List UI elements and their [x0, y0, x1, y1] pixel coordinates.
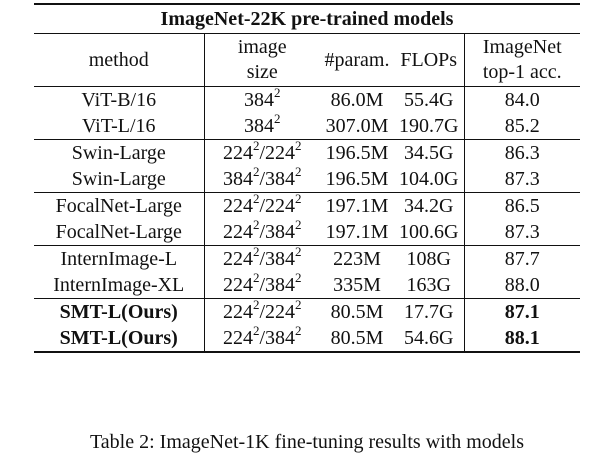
table-caption: Table 2: ImageNet-1K fine-tuning results…: [89, 431, 525, 453]
cell-params: 80.5M: [320, 298, 394, 325]
cell-accuracy: 87.1: [464, 298, 581, 325]
table-title: ImageNet-22K pre-trained models: [34, 3, 581, 34]
results-table: ImageNet-22K pre-trained models method i…: [34, 3, 581, 353]
cell-params: 223M: [320, 245, 394, 272]
cell-flops: 163G: [394, 272, 465, 299]
cell-accuracy: 86.3: [464, 139, 581, 166]
header-accuracy: ImageNet top-1 acc.: [464, 33, 581, 87]
cell-accuracy: 87.3: [504, 168, 540, 190]
cell-image-size: 3842: [244, 85, 281, 111]
cell-image-size: 2242/3842: [222, 270, 302, 296]
cell-accuracy: 84.0: [504, 89, 540, 111]
table-row: ViT-B/16 3842 86.0M 55.4G 84.0: [34, 85, 580, 113]
results-table-wrapper: ImageNet-22K pre-trained models method i…: [34, 3, 581, 353]
header-params: #param.: [320, 33, 394, 87]
table-row: InternImage-L 2242/3842 223M 108G 87.7: [34, 245, 581, 272]
cell-flops: 17.7G: [394, 298, 465, 325]
cell-image-size: 3842/3842: [222, 164, 302, 190]
cell-flops: 190.7G: [394, 113, 465, 140]
cell-flops: 55.4G: [394, 86, 465, 113]
cell-method: ViT-L/16: [34, 113, 205, 140]
cell-method: FocalNet-Large: [34, 219, 205, 246]
cell-params: 196.5M: [325, 168, 389, 190]
cell-method: FocalNet-Large: [34, 192, 205, 219]
cell-flops: 54.6G: [394, 325, 465, 353]
cell-accuracy: 88.0: [504, 274, 540, 296]
cell-image-size: 2242/2242: [204, 192, 320, 219]
table-row: FocalNet-Large 2242/2242 197.1M 34.2G 86.5: [34, 192, 581, 219]
cell-method: Swin-Large: [34, 166, 205, 193]
cell-accuracy: 86.5: [464, 192, 581, 219]
cell-method: Swin-Large: [34, 139, 205, 166]
cell-image-size: 2242/3842: [222, 217, 302, 243]
cell-image-size: 2242/3842: [204, 324, 320, 353]
table-row: SMT-L(Ours) 2242/3842 80.5M 54.6G 88.1: [34, 324, 581, 353]
cell-accuracy: 87.3: [504, 221, 540, 243]
cell-flops: 100.6G: [394, 219, 465, 246]
cell-params: 86.0M: [330, 89, 384, 111]
cell-method: SMT-L(Ours): [34, 298, 205, 325]
table-row: InternImage-XL 2242/3842 335M 163G 88.0: [34, 270, 580, 299]
header-method: method: [34, 33, 205, 87]
table-row: Swin-Large 2242/2242 196.5M 34.5G 86.3: [34, 139, 581, 166]
table-row: SMT-L(Ours) 2242/2242 80.5M 17.7G 87.1: [34, 298, 581, 325]
cell-flops: 34.2G: [394, 192, 465, 219]
cell-accuracy: 88.1: [464, 325, 581, 353]
cell-accuracy: 85.2: [504, 115, 540, 137]
cell-image-size: 2242/2242: [204, 298, 320, 325]
cell-flops: 104.0G: [394, 166, 465, 193]
cell-image-size: 3842: [244, 111, 281, 137]
table-row: ViT-L/16 3842 307.0M 190.7G 85.2: [34, 111, 580, 140]
cell-params: 335M: [333, 274, 381, 296]
header-flops: FLOPs: [394, 33, 465, 87]
table-row: FocalNet-Large 2242/3842 197.1M 100.6G 87.3: [34, 217, 580, 246]
cell-flops: 108G: [394, 245, 465, 272]
cell-params: 197.1M: [325, 221, 389, 243]
cell-params: 307.0M: [325, 115, 389, 137]
cell-image-size: 2242/3842: [204, 245, 320, 272]
cell-flops: 34.5G: [394, 139, 465, 166]
cell-method: ViT-B/16: [34, 86, 205, 113]
header-image-size: image size: [204, 33, 320, 87]
cell-method: SMT-L(Ours): [34, 325, 205, 353]
table-body: ViT-B/16 3842 86.0M 55.4G 84.0 ViT-L/16 3842 30…: [34, 85, 581, 353]
table-row: Swin-Large 3842/3842 196.5M 104.0G 87.3: [34, 164, 580, 193]
cell-params: 197.1M: [320, 192, 394, 219]
cell-image-size: 2242/2242: [204, 139, 320, 166]
cell-method: InternImage-L: [34, 245, 205, 272]
cell-accuracy: 87.7: [464, 245, 581, 272]
cell-params: 196.5M: [320, 139, 394, 166]
cell-method: InternImage-XL: [34, 272, 205, 299]
cell-params: 80.5M: [320, 325, 394, 353]
